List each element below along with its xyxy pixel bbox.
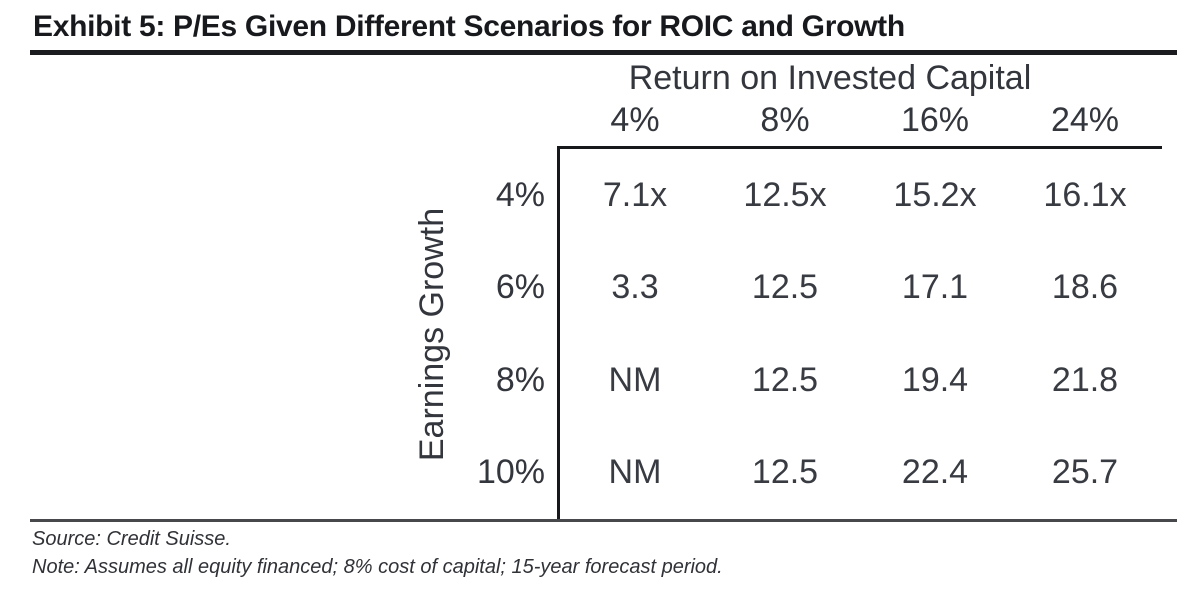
- footer-separator-rule: [30, 519, 1177, 522]
- row-header-growth-8: 8%: [495, 360, 545, 399]
- pe-cell-r3c4: 21.8: [1051, 360, 1119, 399]
- table-left-border: [557, 146, 560, 522]
- pe-cell-r4c2: 12.5: [751, 453, 819, 492]
- roic-column-headers: 4% 8% 16% 24%: [560, 101, 1160, 140]
- source-line: Source: Credit Suisse.: [32, 528, 231, 550]
- pe-cell-r3c3: 19.4: [901, 360, 969, 399]
- exhibit-title: Exhibit 5: P/Es Given Different Scenario…: [33, 10, 905, 43]
- pe-data-grid: 7.1x 12.5x 15.2x 16.1x 3.3 12.5 17.1 18.…: [560, 149, 1160, 519]
- pe-cell-r1c2: 12.5x: [743, 175, 827, 214]
- table-top-border: [557, 146, 1162, 149]
- pe-cell-r2c4: 18.6: [1051, 268, 1119, 307]
- column-header-roic-4: 4%: [610, 101, 660, 139]
- note-line: Note: Assumes all equity financed; 8% co…: [32, 556, 723, 578]
- column-header-roic-16: 16%: [900, 101, 970, 139]
- pe-cell-r4c1: NM: [608, 453, 662, 492]
- row-header-growth-4: 4%: [495, 175, 545, 214]
- pe-cell-r2c3: 17.1: [901, 268, 969, 307]
- pe-cell-r3c1: NM: [608, 360, 662, 399]
- row-header-growth-6: 6%: [495, 268, 545, 307]
- pe-cell-r3c2: 12.5: [751, 360, 819, 399]
- pe-cell-r4c3: 22.4: [901, 453, 969, 492]
- pe-cell-r1c1: 7.1x: [602, 175, 668, 214]
- column-header-roic-8: 8%: [760, 101, 810, 139]
- title-underline-rule: [30, 50, 1177, 55]
- pe-cell-r2c2: 12.5: [751, 268, 819, 307]
- row-header-growth-10: 10%: [476, 453, 545, 492]
- pe-cell-r1c3: 15.2x: [893, 175, 977, 214]
- pe-cell-r2c1: 3.3: [611, 268, 659, 307]
- column-header-roic-24: 24%: [1050, 101, 1120, 139]
- growth-row-headers: 4% 6% 8% 10%: [440, 149, 545, 519]
- roic-column-group-label: Return on Invested Capital: [628, 59, 1032, 97]
- pe-cell-r1c4: 16.1x: [1043, 175, 1127, 214]
- pe-cell-r4c4: 25.7: [1051, 453, 1119, 492]
